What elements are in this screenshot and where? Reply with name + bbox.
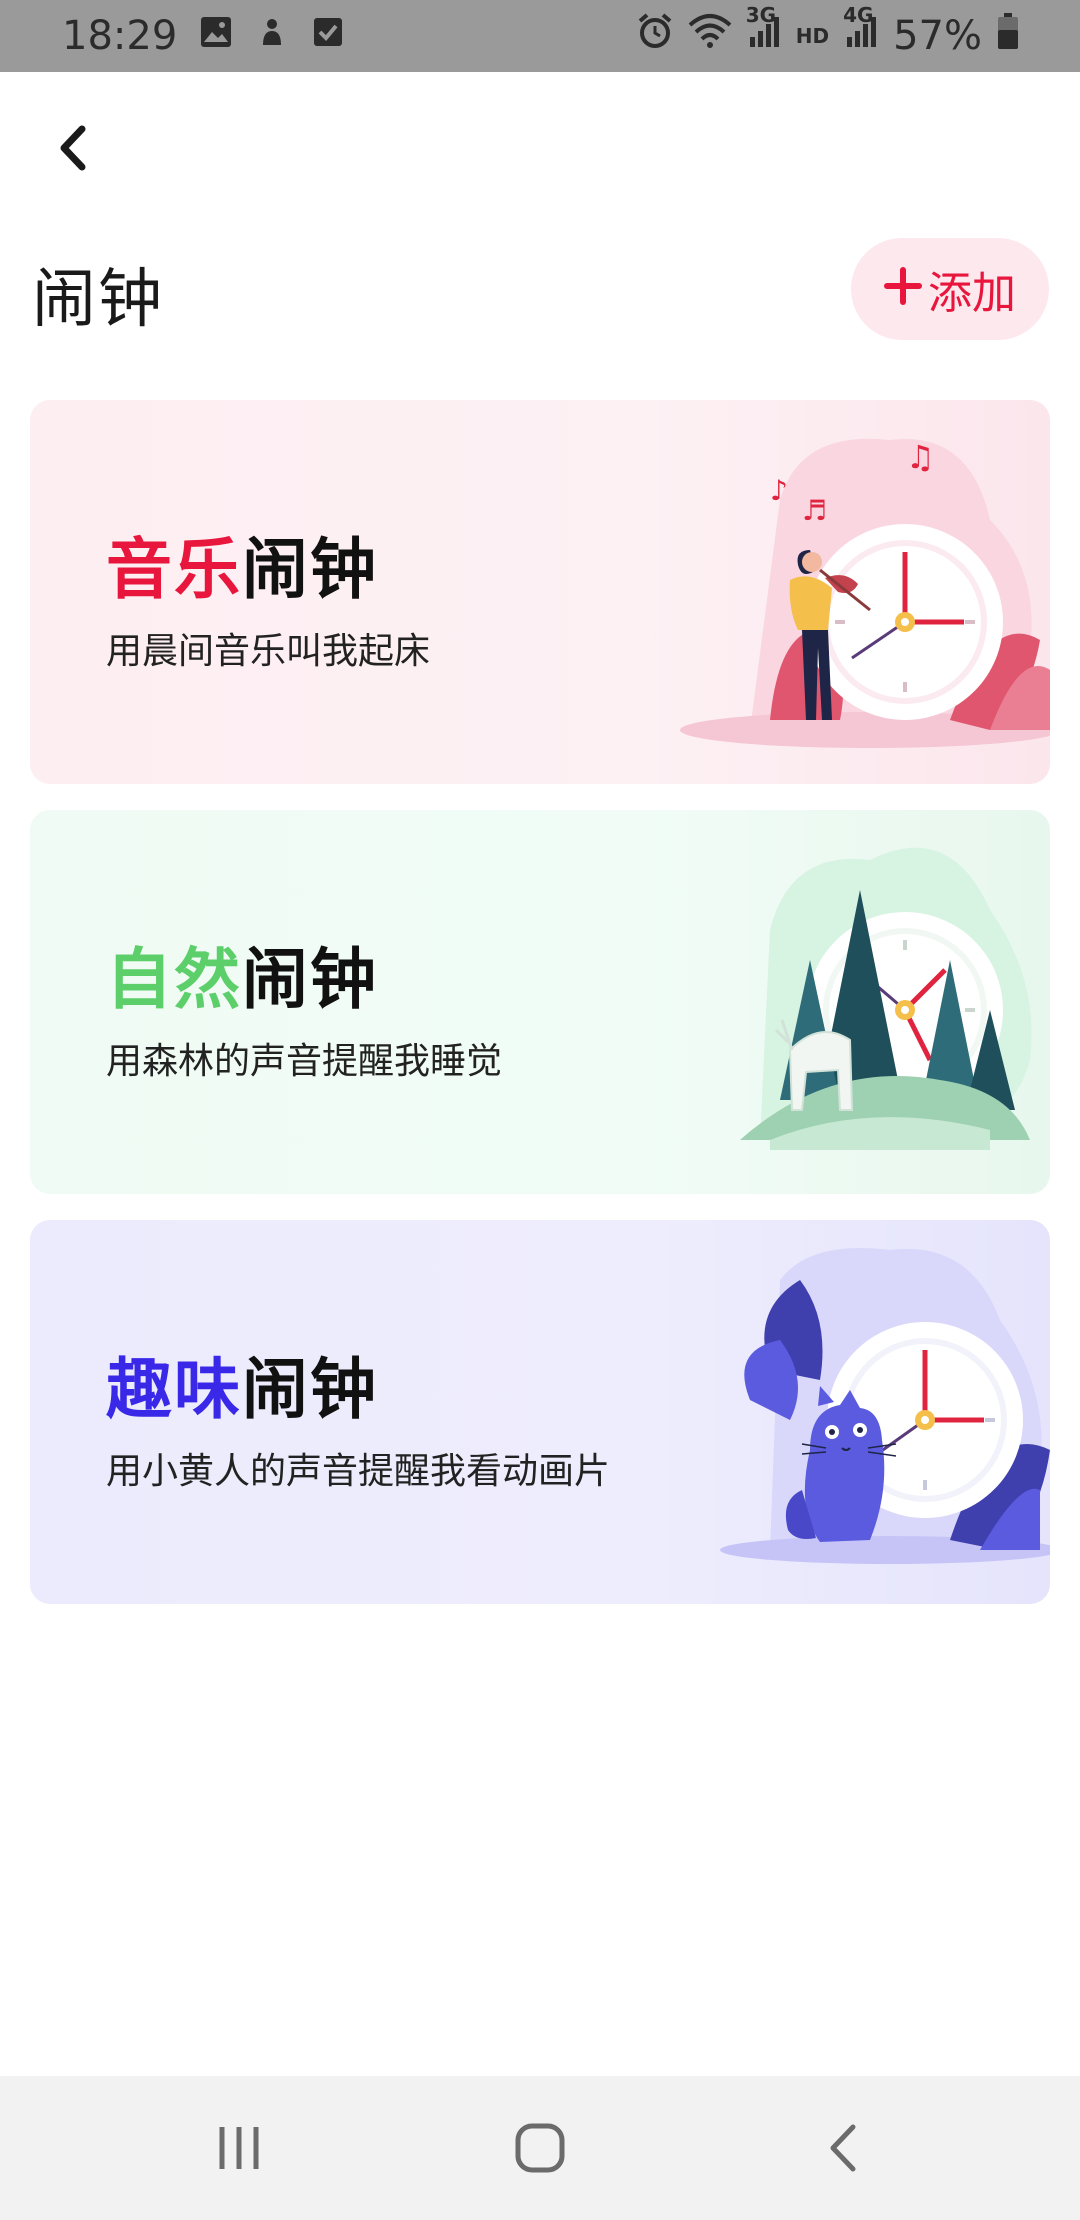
card-title-accent: 自然 — [106, 941, 242, 1018]
nature-alarm-card[interactable]: 自然闹钟 用森林的声音提醒我睡觉 — [30, 810, 1050, 1194]
card-title-rest: 闹钟 — [242, 531, 378, 608]
battery-percent: 57% — [893, 13, 982, 59]
card-subtitle: 用晨间音乐叫我起床 — [106, 631, 431, 672]
forest-deer-clock-illustration — [740, 847, 1032, 1150]
checkbox-icon — [311, 13, 345, 59]
hd-icon: HD — [795, 24, 830, 48]
music-alarm-card[interactable]: 音乐闹钟 用晨间音乐叫我起床 ♪ ♬ ♫ — [30, 400, 1050, 784]
svg-text:♬: ♬ — [802, 494, 827, 527]
cat-clock-illustration — [720, 1248, 1050, 1564]
signal-3g-icon: 3G — [746, 3, 782, 59]
card-title-rest: 闹钟 — [242, 1351, 378, 1428]
recent-apps-icon — [219, 2127, 259, 2169]
battery-icon — [996, 12, 1020, 60]
home-button[interactable] — [480, 2106, 600, 2190]
add-button-label: 添加 — [928, 268, 1016, 319]
app-notification-icon — [255, 13, 289, 59]
system-nav-bar — [0, 2076, 1080, 2220]
recent-apps-button[interactable] — [179, 2106, 299, 2190]
signal-4g-icon: 4G — [843, 3, 879, 59]
card-title-accent: 音乐 — [106, 531, 242, 608]
add-alarm-button[interactable]: 添加 — [851, 238, 1049, 340]
status-time: 18:29 — [62, 13, 178, 59]
back-button[interactable] — [48, 118, 98, 178]
card-title: 趣味闹钟 — [106, 1336, 378, 1432]
alarm-icon — [636, 12, 674, 60]
card-subtitle: 用小黄人的声音提醒我看动画片 — [106, 1451, 611, 1492]
card-title-rest: 闹钟 — [242, 941, 378, 1018]
back-icon — [830, 2124, 856, 2172]
home-icon — [515, 2123, 565, 2173]
fun-alarm-card[interactable]: 趣味闹钟 用小黄人的声音提醒我看动画片 — [30, 1220, 1050, 1604]
status-bar: 18:29 3G HD 4G 57% — [0, 0, 1080, 72]
card-title: 音乐闹钟 — [106, 516, 378, 612]
card-title-accent: 趣味 — [106, 1351, 242, 1428]
wifi-icon — [688, 13, 732, 59]
chevron-left-icon — [60, 125, 86, 171]
card-subtitle: 用森林的声音提醒我睡觉 — [106, 1041, 503, 1082]
page-title: 闹钟 — [32, 263, 164, 337]
nav-back-button[interactable] — [783, 2106, 903, 2190]
svg-text:♫: ♫ — [906, 438, 935, 476]
gallery-icon — [199, 13, 233, 59]
violinist-clock-illustration: ♪ ♬ ♫ — [680, 438, 1050, 748]
svg-text:♪: ♪ — [770, 474, 788, 507]
plus-icon — [884, 259, 922, 315]
card-title: 自然闹钟 — [106, 926, 378, 1022]
